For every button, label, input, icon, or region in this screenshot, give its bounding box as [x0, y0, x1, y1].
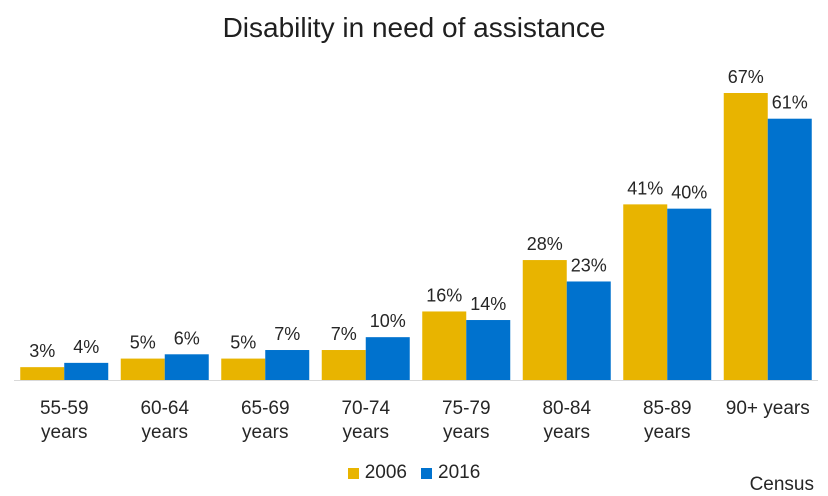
source-note: Census — [749, 474, 814, 495]
bar-2006-0 — [20, 367, 65, 380]
data-label-2016-6: 40% — [671, 183, 707, 203]
x-tick-label-5: 80-84 years — [542, 398, 591, 443]
data-label-2006-7: 67% — [728, 67, 764, 87]
data-label-2016-3: 10% — [370, 311, 406, 331]
data-label-2016-0: 4% — [73, 337, 99, 357]
bar-2016-6 — [667, 208, 712, 380]
data-label-2006-0: 3% — [29, 341, 55, 361]
bar-2006-5 — [522, 260, 567, 380]
bar-2006-3 — [321, 350, 366, 380]
x-tick-label-7: 90+ years — [726, 398, 810, 419]
legend: 2006 2016 — [0, 462, 828, 484]
bar-2006-7 — [723, 93, 768, 380]
bar-2016-2 — [265, 350, 310, 380]
bar-2006-2 — [221, 358, 266, 380]
bar-2006-1 — [120, 358, 165, 380]
chart-title: Disability in need of assistance — [222, 12, 606, 43]
bar-2016-3 — [365, 337, 410, 380]
data-label-2016-4: 14% — [470, 294, 506, 314]
data-label-2006-4: 16% — [426, 285, 462, 305]
bar-2006-6 — [623, 204, 668, 380]
legend-label-2006: 2006 — [364, 462, 407, 483]
legend-label-2016: 2016 — [438, 462, 481, 483]
bar-2016-1 — [164, 354, 209, 380]
x-tick-label-2: 65-69 years — [241, 398, 290, 443]
bar-2016-7 — [767, 118, 812, 381]
x-tick-label-6: 85-89 years — [643, 398, 692, 443]
legend-item-2016: 2016 — [421, 462, 480, 484]
data-label-2006-5: 28% — [527, 234, 563, 254]
data-label-2016-5: 23% — [571, 255, 607, 275]
bar-2016-4 — [466, 320, 511, 380]
data-label-2006-6: 41% — [627, 178, 663, 198]
data-label-2006-3: 7% — [331, 324, 357, 344]
data-label-2006-1: 5% — [130, 333, 156, 353]
bar-2006-4 — [422, 311, 467, 380]
x-tick-label-3: 70-74 years — [341, 398, 390, 443]
x-tick-label-1: 60-64 years — [140, 398, 189, 443]
bar-2016-5 — [566, 281, 611, 380]
data-label-2016-2: 7% — [274, 324, 300, 344]
bar-2016-0 — [64, 362, 109, 380]
data-label-2016-7: 61% — [772, 93, 808, 113]
data-label-2016-1: 6% — [174, 328, 200, 348]
legend-swatch-2016 — [421, 467, 432, 479]
x-tick-label-0: 55-59 years — [40, 398, 89, 443]
legend-swatch-2006 — [347, 467, 359, 479]
legend-item-2006: 2006 — [347, 462, 407, 484]
x-tick-label-4: 75-79 years — [442, 398, 491, 443]
data-label-2006-2: 5% — [230, 333, 256, 353]
